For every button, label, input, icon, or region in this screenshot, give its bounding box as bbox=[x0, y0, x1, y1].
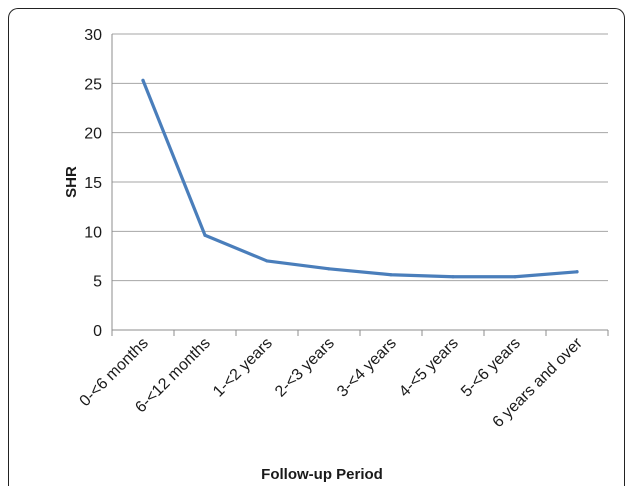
x-tick-label: 4-<5 years bbox=[396, 335, 462, 401]
series-line bbox=[141, 78, 579, 279]
y-tick-label: 0 bbox=[93, 323, 102, 340]
y-tick-label: 25 bbox=[84, 76, 102, 93]
y-tick-labels: 0 5 10 15 20 25 30 bbox=[84, 27, 102, 340]
y-tick-label: 15 bbox=[84, 175, 102, 192]
data-point bbox=[513, 275, 517, 279]
x-tick-label: 2-<3 years bbox=[272, 335, 338, 401]
x-tick-label: 3-<4 years bbox=[334, 335, 400, 401]
data-point bbox=[389, 273, 393, 277]
y-tick-label: 20 bbox=[84, 126, 102, 143]
data-point bbox=[327, 267, 331, 271]
data-point bbox=[141, 78, 145, 82]
x-tick-label: 5-<6 years bbox=[458, 335, 524, 401]
gridlines bbox=[111, 33, 609, 336]
x-axis-title: Follow-up Period bbox=[261, 466, 383, 483]
y-tick-label: 30 bbox=[84, 27, 102, 44]
data-point bbox=[451, 275, 455, 279]
x-tick-label: 1-<2 years bbox=[210, 335, 276, 401]
y-axis-title: SHR bbox=[63, 166, 80, 198]
data-point bbox=[265, 259, 269, 263]
y-tick-label: 10 bbox=[84, 224, 102, 241]
data-point bbox=[203, 233, 207, 237]
y-tick-label: 5 bbox=[93, 274, 102, 291]
series-layer bbox=[141, 78, 579, 279]
data-point bbox=[575, 270, 579, 274]
